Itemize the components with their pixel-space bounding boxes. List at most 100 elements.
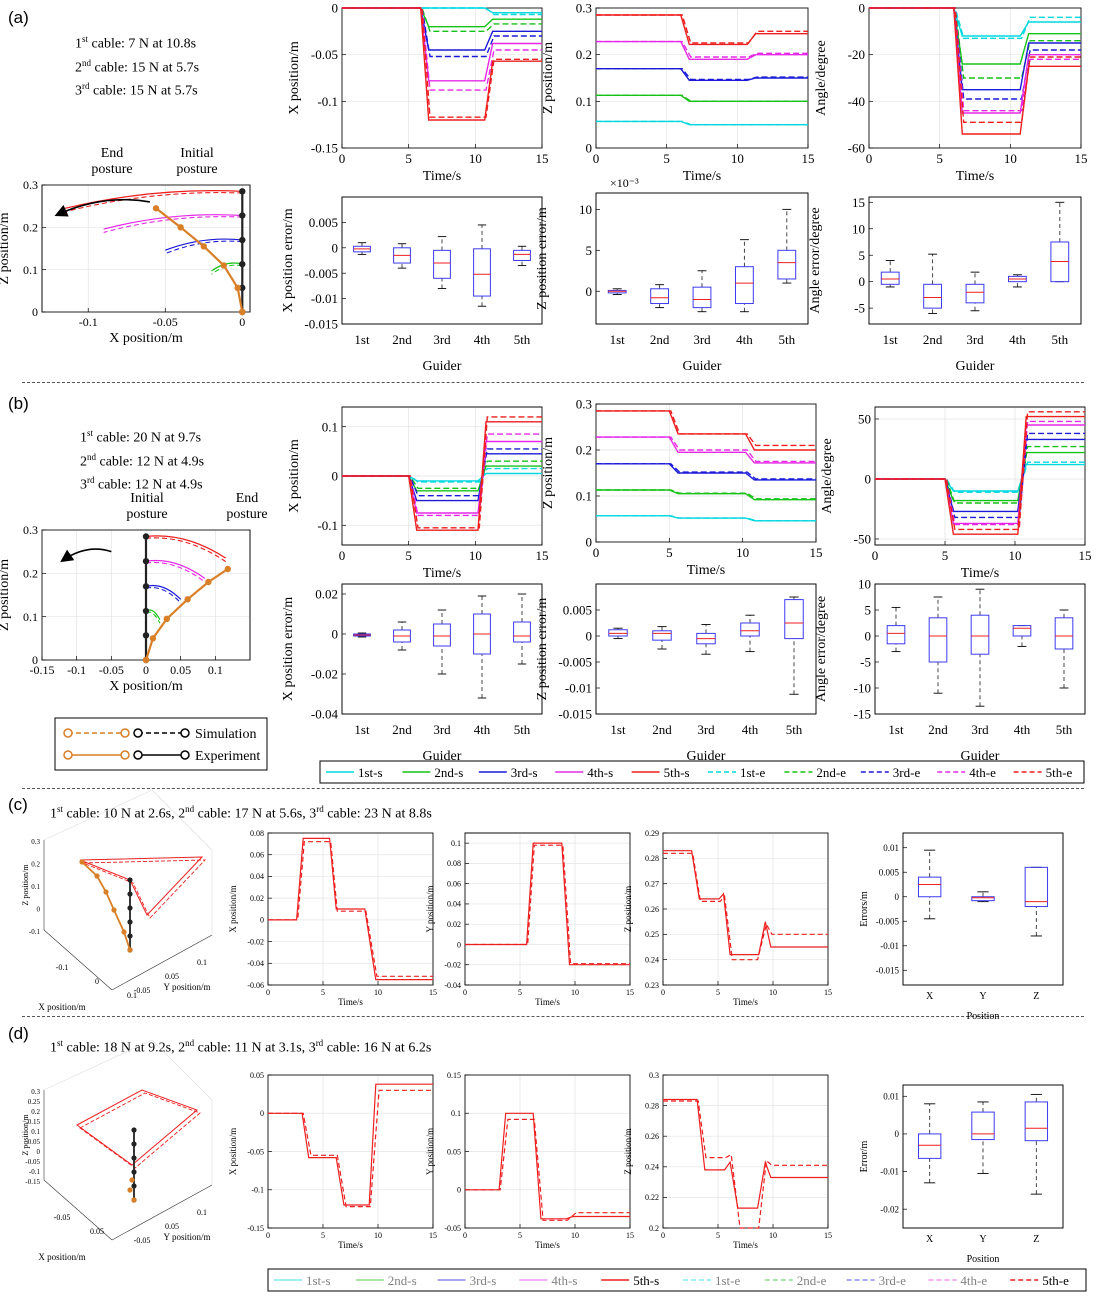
joint-marker: [142, 656, 150, 664]
x-tick-label: 5th: [786, 722, 803, 737]
end-posture-label: posture: [226, 507, 267, 522]
joint-marker: [121, 929, 127, 935]
legend-marker: [63, 750, 73, 760]
legend-label-4th-s: 4th-s: [551, 1273, 577, 1288]
x-tick-label: Y: [979, 1234, 986, 1245]
z-tick-label: 0.3: [31, 1088, 40, 1096]
y-tick-label: 0.05: [165, 972, 179, 981]
y-tick-label: -0.05: [247, 1147, 264, 1156]
box: [928, 617, 948, 663]
axes-border: [595, 192, 809, 325]
box: [971, 1111, 995, 1141]
joint-marker: [220, 262, 228, 269]
legend-marker: [120, 728, 130, 738]
y-axis-label: Errors/m: [859, 891, 870, 927]
joint-marker: [127, 1187, 133, 1193]
cable-conditions-c: 1st cable: 10 N at 2.6s, 2nd cable: 17 N…: [50, 804, 432, 822]
z-tick-label: 0.15: [28, 1118, 41, 1126]
axes-border: [902, 1084, 1064, 1229]
end-backbone: [155, 207, 244, 313]
legend-label-5th-s: 5th-s: [664, 765, 690, 780]
joint-marker: [103, 889, 109, 895]
x-tick-label: -0.05: [99, 663, 124, 677]
y-tick-label: 0.2: [23, 221, 38, 235]
series-line-5th-e: [875, 411, 1085, 531]
x-axis: [43, 1179, 113, 1241]
axes-border: [902, 832, 1064, 986]
x-tick-label: 0.1: [208, 663, 223, 677]
joint-marker: [131, 1127, 137, 1133]
x-axis-label: Time/s: [423, 169, 461, 184]
direction-arrow: [60, 548, 112, 563]
y-tick-label: -0.015: [876, 965, 900, 975]
y-tick-label: 0.1: [23, 263, 38, 277]
y-tick-label: 0.24: [645, 955, 659, 964]
axes-frame: [874, 583, 1086, 715]
x-axis-label: Guider: [423, 749, 462, 764]
legend-label-5th-e: 5th-e: [1046, 765, 1073, 780]
x-tick-label: 5th: [514, 722, 531, 737]
x-tick-label: 0: [463, 1231, 467, 1240]
y-tick-label: 0.02: [447, 920, 461, 929]
cable-line: 1st cable: 20 N at 9.7s: [80, 428, 202, 446]
y-tick-label: -15: [854, 707, 871, 722]
y-axis-label: Z position/m: [0, 212, 12, 284]
y-tick-label: -0.015: [558, 707, 592, 722]
series-line-2nd-e: [342, 460, 542, 489]
y-tick-label: 0.27: [645, 879, 659, 888]
y-tick-label: -0.005: [304, 266, 338, 281]
y-tick-label: 0: [895, 892, 900, 902]
y-tick-label: -0.01: [311, 291, 338, 306]
y-axis-label: Error/m: [859, 1140, 870, 1172]
joint-marker: [127, 933, 133, 939]
x-tick-label: 10: [769, 988, 777, 997]
x-tick-label: 5: [321, 988, 325, 997]
y-axis: [111, 1184, 213, 1241]
y-tick-label: -0.04: [247, 959, 264, 968]
x-tick-label: 3rd: [971, 722, 989, 737]
joint-marker: [79, 859, 85, 865]
joint-marker: [142, 558, 150, 565]
x-tick-label: 3rd: [433, 332, 451, 347]
z-tick-label: -0.1: [29, 1168, 41, 1176]
y-tick-label: -0.005: [558, 655, 592, 670]
y-tick-label: -0.01: [880, 1167, 899, 1177]
y-axis-label: X position error/m: [281, 597, 296, 701]
trajectory-arc: [165, 238, 243, 251]
x-tick-label: 2nd: [923, 332, 943, 347]
x-tick-label: 15: [429, 988, 437, 997]
box: [784, 599, 804, 640]
axes-frame: [464, 832, 631, 986]
y-tick-label: 0: [260, 916, 264, 925]
y-tick-label: -0.02: [311, 667, 338, 682]
trajectory-loop: [82, 859, 207, 919]
y-tick-label: 0.1: [576, 489, 592, 504]
panel-label-c: (c): [8, 795, 28, 814]
y-tick-label: 0.01: [883, 1091, 899, 1101]
y-tick-label: 0.3: [23, 523, 38, 537]
y-axis-label: Y position/m: [164, 982, 211, 992]
y-tick-label: 0.005: [309, 215, 338, 230]
axes-border: [464, 832, 631, 986]
x-tick-label: 0: [143, 663, 149, 677]
axes-border: [662, 832, 829, 986]
axes-border: [662, 1074, 829, 1229]
z-tick-label: 0.2: [31, 861, 40, 869]
y-tick-label: 0: [332, 627, 339, 642]
x-tick-label: 2nd: [650, 332, 670, 347]
x-axis-label: Time/s: [687, 563, 725, 578]
x-tick-label: 4th: [736, 332, 753, 347]
joint-marker: [142, 583, 150, 590]
y-tick-label: 0: [859, 1, 866, 16]
box: [970, 614, 990, 655]
y-axis-label: Y position/m: [164, 1232, 211, 1242]
y-axis-label: Angle error/degree: [814, 596, 829, 702]
y-tick-label: 0.28: [645, 1101, 659, 1110]
trajectory-arc: [145, 611, 161, 624]
y-axis-label: Z position/m: [541, 437, 556, 509]
y-axis: [111, 934, 213, 991]
x-tick-label: 15: [824, 1231, 832, 1240]
y-tick-label: 0.1: [451, 839, 461, 848]
box: [917, 876, 942, 898]
y-tick-label: 0.01: [883, 843, 899, 853]
